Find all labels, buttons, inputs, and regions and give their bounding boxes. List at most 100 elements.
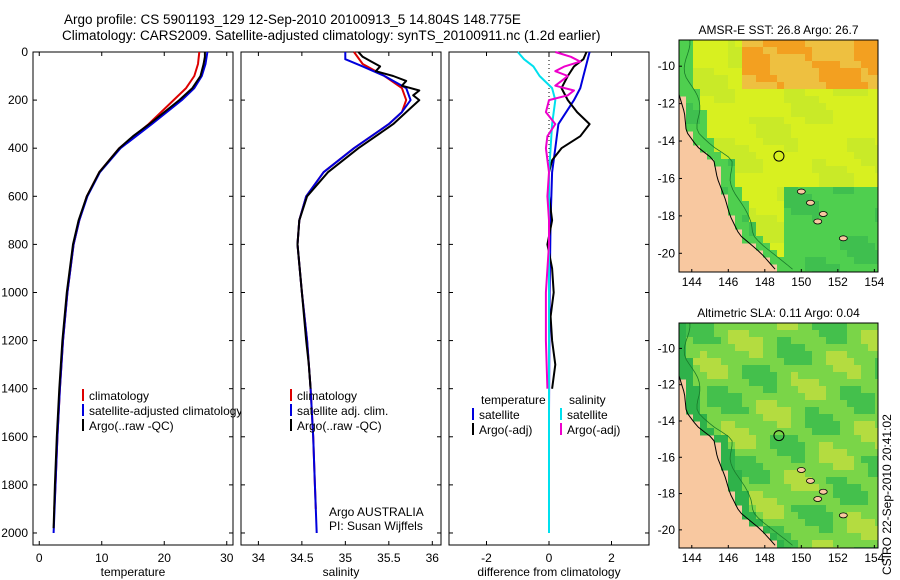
field-cell <box>749 484 757 492</box>
field-cell <box>833 61 841 69</box>
field-cell <box>805 372 813 380</box>
field-cell <box>840 250 848 258</box>
field-cell <box>854 519 862 527</box>
field-cell <box>819 512 827 520</box>
map-field <box>679 40 878 272</box>
field-cell <box>833 257 841 265</box>
field-cell <box>819 131 827 139</box>
field-cell <box>791 229 799 237</box>
field-cell <box>861 54 869 62</box>
y-tick-label: 1800 <box>1 478 28 492</box>
field-cell <box>728 372 736 380</box>
field-cell <box>742 386 750 394</box>
field-cell <box>735 180 743 188</box>
field-cell <box>805 131 813 139</box>
field-cell <box>812 540 820 548</box>
field-cell <box>854 194 862 202</box>
field-cell <box>707 131 715 139</box>
field-cell <box>714 365 722 373</box>
field-cell <box>756 61 764 69</box>
field-cell <box>735 379 743 387</box>
field-cell <box>728 477 736 485</box>
field-cell <box>756 449 764 457</box>
field-cell <box>847 470 855 478</box>
field-cell <box>798 526 806 534</box>
field-cell <box>791 89 799 97</box>
x-axis-label: difference from climatology <box>477 565 620 579</box>
field-cell <box>805 194 813 202</box>
field-cell <box>840 330 848 338</box>
field-cell <box>805 82 813 90</box>
field-cell <box>826 407 834 415</box>
field-cell <box>784 512 792 520</box>
field-cell <box>805 484 813 492</box>
field-cell <box>784 393 792 401</box>
field-cell <box>749 498 757 506</box>
field-cell <box>826 379 834 387</box>
field-cell <box>868 505 876 513</box>
field-cell <box>868 323 876 331</box>
field-cell <box>679 358 687 366</box>
field-cell <box>756 89 764 97</box>
field-cell <box>756 386 764 394</box>
field-cell <box>721 449 729 457</box>
field-cell <box>693 75 701 83</box>
field-cell <box>777 243 785 251</box>
field-cell <box>763 505 771 513</box>
field-cell <box>861 68 869 76</box>
field-cell <box>812 519 820 527</box>
field-cell <box>693 344 701 352</box>
field-cell <box>826 103 834 111</box>
field-cell <box>805 337 813 345</box>
field-cell <box>735 96 743 104</box>
field-cell <box>826 187 834 195</box>
field-cell <box>847 379 855 387</box>
field-cell <box>721 330 729 338</box>
field-cell <box>861 124 869 132</box>
field-cell <box>770 103 778 111</box>
field-cell <box>763 428 771 436</box>
field-cell <box>798 201 806 209</box>
field-cell <box>854 201 862 209</box>
field-cell <box>714 421 722 429</box>
field-cell <box>791 96 799 104</box>
field-cell <box>833 222 841 230</box>
field-cell <box>854 61 862 69</box>
field-cell <box>721 393 729 401</box>
field-cell <box>714 103 722 111</box>
field-cell <box>735 124 743 132</box>
field-cell <box>742 379 750 387</box>
field-cell <box>763 330 771 338</box>
field-cell <box>826 421 834 429</box>
field-cell <box>812 463 820 471</box>
field-cell <box>686 379 694 387</box>
field-cell <box>819 358 827 366</box>
field-cell <box>728 40 736 48</box>
field-cell <box>833 250 841 258</box>
field-cell <box>805 330 813 338</box>
field-cell <box>777 54 785 62</box>
field-cell <box>791 201 799 209</box>
field-cell <box>798 477 806 485</box>
field-cell <box>763 456 771 464</box>
field-cell <box>861 428 869 436</box>
field-cell <box>826 386 834 394</box>
field-cell <box>777 372 785 380</box>
field-cell <box>840 428 848 436</box>
field-cell <box>868 89 876 97</box>
field-cell <box>861 365 869 373</box>
field-cell <box>791 358 799 366</box>
field-cell <box>868 117 876 125</box>
field-cell <box>686 96 694 104</box>
field-cell <box>686 407 694 415</box>
field-cell <box>777 68 785 76</box>
field-cell <box>679 75 687 83</box>
field-cell <box>798 365 806 373</box>
field-cell <box>770 236 778 244</box>
field-cell <box>833 435 841 443</box>
field-cell <box>784 400 792 408</box>
field-cell <box>819 103 827 111</box>
field-cell <box>840 323 848 331</box>
field-cell <box>826 498 834 506</box>
